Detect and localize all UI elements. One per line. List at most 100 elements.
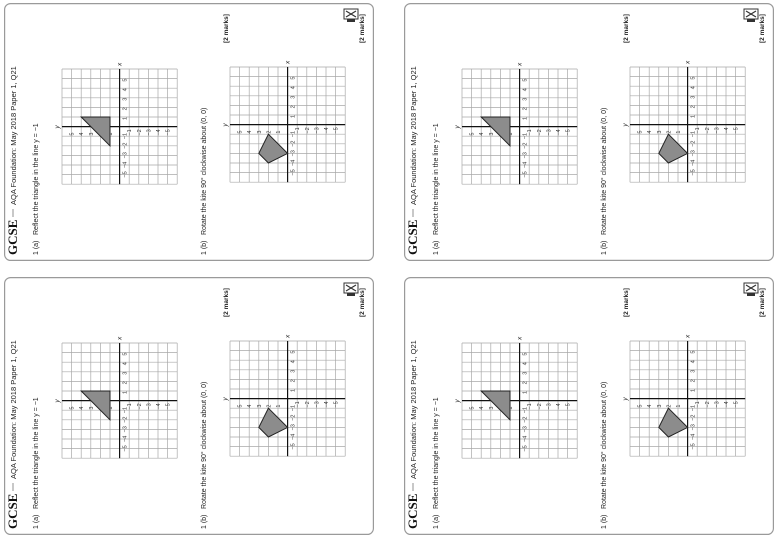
worksheet-sheet: GCSE AQA Foundation: May 2018 Paper 1, Q… [404,3,774,261]
x-tick-label: −1 [523,407,529,413]
y-tick-label: −5 [566,129,572,135]
y-axis-label: y [454,399,461,404]
x-tick-label: −2 [123,143,129,149]
y-tick-label: 5 [638,405,644,408]
brand-logo: GCSE [5,494,20,529]
y-tick-label: −3 [146,129,152,135]
y-tick-label: 1 [676,131,682,134]
x-tick-label: 4 [691,86,697,89]
y-tick-label: 5 [470,407,476,410]
x-tick-label: −1 [523,133,529,139]
x-axis-label: x [685,334,692,339]
y-tick-label: 1 [508,407,514,410]
question-a-number: 1 (a) [433,241,440,255]
x-axis-label: x [517,62,524,67]
y-tick-label: 5 [238,405,244,408]
y-axis-label: y [222,397,229,402]
y-axis-label: y [622,123,629,128]
x-tick-label: −1 [123,133,129,139]
y-tick-label: −2 [705,127,711,133]
worksheet-card-3: GCSE AQA Foundation: May 2018 Paper 1, Q… [4,277,374,535]
question-b-text: Rotate the kite 90° clockwise about (0, … [200,108,208,235]
sheet-border [404,3,774,261]
x-axis-label: x [517,336,524,341]
x-tick-label: −4 [691,160,697,166]
question-b-text: Rotate the kite 90° clockwise about (0, … [600,108,608,235]
marks-b: [2 marks] [223,14,230,43]
worksheet-card-4: GCSE AQA Foundation: May 2018 Paper 1, Q… [404,277,774,535]
y-tick-label: −1 [295,401,301,407]
y-tick-label: −3 [546,129,552,135]
x-tick-label: −4 [691,434,697,440]
y-tick-label: −1 [695,401,701,407]
x-tick-label: 1 [691,389,697,392]
worksheet-sheet: GCSE AQA Foundation: May 2018 Paper 1, Q… [4,277,374,535]
question-b-text: Rotate the kite 90° clockwise about (0, … [600,382,608,509]
brand-logo: GCSE [405,220,420,255]
y-tick-label: 4 [247,131,253,134]
x-tick-label: 5 [291,351,297,354]
x-tick-label: 2 [691,379,697,382]
question-a-text: Reflect the triangle in the line y = −1 [433,123,440,235]
x-tick-label: 2 [523,381,529,384]
marks-b: [2 marks] [623,14,630,43]
printer-icon [743,8,759,22]
y-tick-label: 1 [276,131,282,134]
paper-source: AQA Foundation: May 2018 Paper 1, Q21 [409,66,418,205]
sheet-content: GCSE AQA Foundation: May 2018 Paper 1, Q… [5,288,366,529]
y-tick-label: −4 [724,127,730,133]
x-tick-label: −3 [123,152,129,158]
y-tick-label: 2 [666,131,672,134]
marks-b: [2 marks] [623,288,630,317]
kite-shape [658,407,689,438]
y-tick-label: 3 [89,407,95,410]
x-tick-label: −3 [691,424,697,430]
marks-a: [2 marks] [759,288,766,317]
x-tick-label: 2 [123,381,129,384]
paper-source: AQA Foundation: May 2018 Paper 1, Q21 [409,340,418,479]
y-tick-label: 5 [470,133,476,136]
x-tick-label: −3 [523,152,529,158]
x-tick-label: 5 [523,353,529,356]
y-tick-label: 5 [70,133,76,136]
question-b-number: 1 (b) [201,515,208,529]
y-tick-label: −3 [146,403,152,409]
x-tick-label: 2 [691,105,697,108]
x-tick-label: 3 [123,372,129,375]
x-tick-label: 4 [523,88,529,91]
x-tick-label: 3 [523,98,529,101]
y-axis-label: y [454,125,461,130]
y-tick-label: 1 [276,405,282,408]
y-tick-label: 1 [108,133,114,136]
y-tick-label: −1 [295,127,301,133]
y-tick-label: 2 [666,405,672,408]
y-tick-label: 3 [257,405,263,408]
triangle-shape [479,116,511,148]
y-tick-label: 5 [238,131,244,134]
x-tick-label: −4 [123,162,129,168]
y-tick-label: 4 [647,405,653,408]
kite-shape [258,133,289,164]
x-tick-label: −2 [523,417,529,423]
x-axis-label: x [285,334,292,339]
y-tick-label: −1 [527,129,533,135]
x-tick-label: 2 [523,107,529,110]
y-tick-label: −5 [166,403,172,409]
y-tick-label: −1 [127,129,133,135]
x-tick-label: 4 [691,360,697,363]
x-axis-label: x [685,60,692,65]
y-tick-label: 4 [479,407,485,410]
x-tick-label: −2 [523,143,529,149]
x-tick-label: −4 [123,436,129,442]
y-tick-label: −2 [137,403,143,409]
x-tick-label: 3 [691,96,697,99]
sheet-border [404,277,774,535]
y-tick-label: −4 [556,403,562,409]
x-tick-label: 1 [523,117,529,120]
x-tick-label: −5 [291,443,297,449]
